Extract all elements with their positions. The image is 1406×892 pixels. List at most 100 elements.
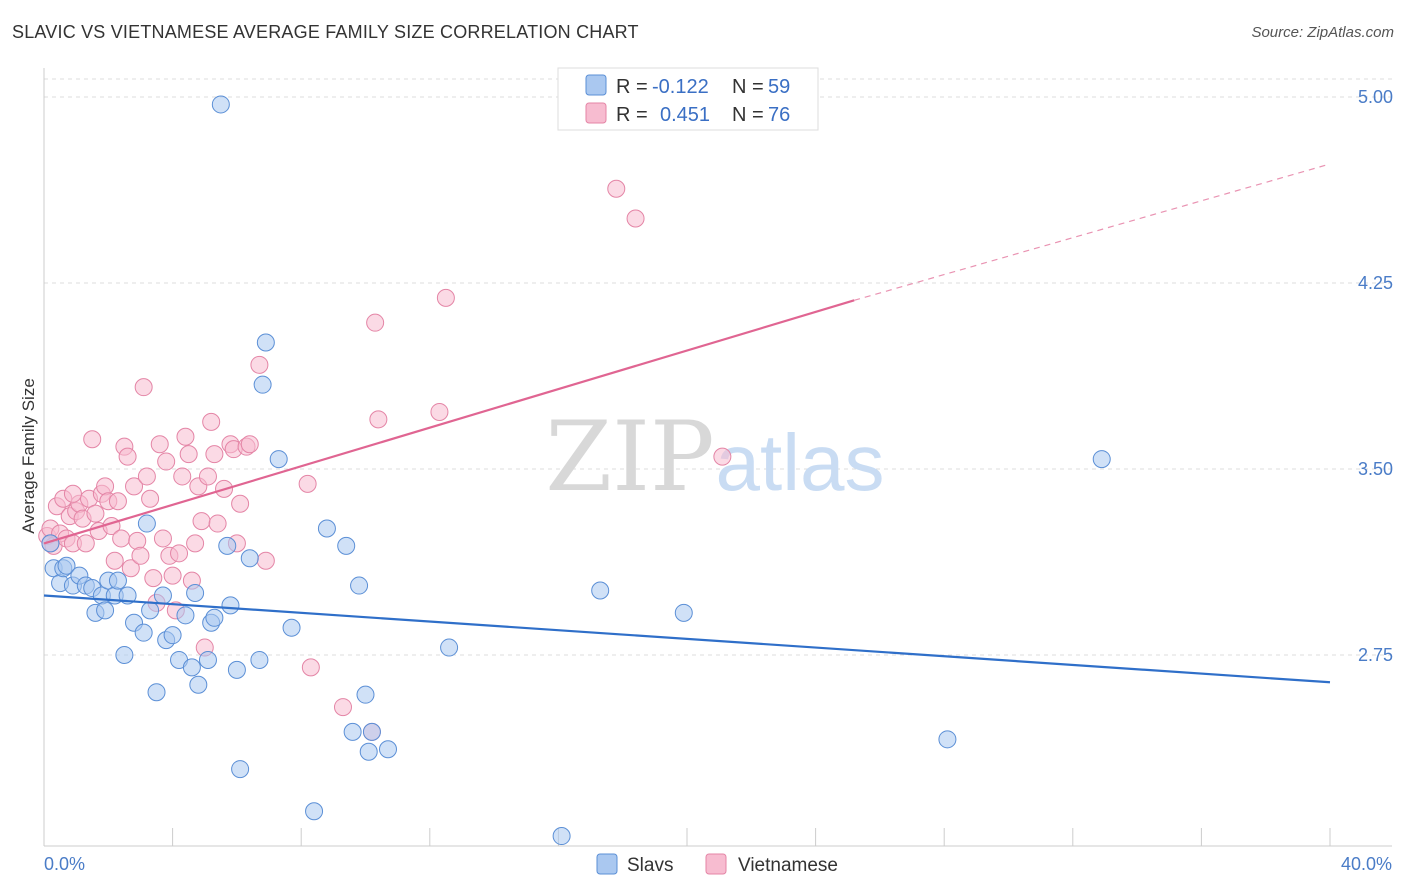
slavs-point-35 xyxy=(222,597,239,614)
slavs-point-56 xyxy=(675,604,692,621)
legend-n-value-vietnamese: 76 xyxy=(768,104,790,126)
slavs-point-57 xyxy=(939,731,956,748)
slavs-point-34 xyxy=(219,537,236,554)
slavs-point-47 xyxy=(344,723,361,740)
bottom-legend-swatch-vietnamese xyxy=(706,854,726,874)
slavs-point-53 xyxy=(441,639,458,656)
vietnamese-trend-extension xyxy=(854,164,1330,300)
vietnamese-point-52 xyxy=(206,446,223,463)
bottom-legend-label-vietnamese: Vietnamese xyxy=(738,855,838,876)
vietnamese-point-48 xyxy=(193,513,210,530)
legend-swatch-vietnamese xyxy=(586,103,606,123)
y-tick-label-2: 4.25 xyxy=(1358,273,1393,293)
slavs-point-29 xyxy=(190,676,207,693)
series-legend: Slavs Vietnamese xyxy=(597,854,838,876)
x-tick-label-min: 0.0% xyxy=(44,854,85,874)
vietnamese-point-30 xyxy=(135,379,152,396)
slavs-point-18 xyxy=(135,624,152,641)
watermark-zip: ZIP xyxy=(545,401,714,513)
slavs-point-55 xyxy=(592,582,609,599)
vietnamese-point-58 xyxy=(232,495,249,512)
vietnamese-point-31 xyxy=(138,468,155,485)
legend-n-label-slavs: N = xyxy=(732,76,764,98)
vietnamese-point-43 xyxy=(177,428,194,445)
y-tick-label-1: 3.50 xyxy=(1358,459,1393,479)
vietnamese-point-64 xyxy=(302,659,319,676)
legend-r-label-vietnamese: R = xyxy=(616,104,648,126)
slavs-point-15 xyxy=(116,647,133,664)
y-axis-label: Average Family Size xyxy=(19,378,38,534)
vietnamese-point-71 xyxy=(608,180,625,197)
vietnamese-point-42 xyxy=(174,468,191,485)
slavs-point-52 xyxy=(380,741,397,758)
y-tick-labels: 2.75 3.50 4.25 5.00 xyxy=(1358,87,1393,665)
slavs-point-46 xyxy=(338,537,355,554)
vietnamese-point-28 xyxy=(129,532,146,549)
vietnamese-point-72 xyxy=(627,210,644,227)
slavs-point-38 xyxy=(241,550,258,567)
vietnamese-point-75 xyxy=(64,485,81,502)
slavs-point-51 xyxy=(363,723,380,740)
x-tick-label-max: 40.0% xyxy=(1341,854,1392,874)
vietnamese-point-36 xyxy=(154,530,171,547)
vietnamese-point-21 xyxy=(106,552,123,569)
vietnamese-point-63 xyxy=(299,475,316,492)
slavs-point-20 xyxy=(142,602,159,619)
slavs-point-26 xyxy=(177,607,194,624)
slavs-point-44 xyxy=(306,803,323,820)
vietnamese-point-39 xyxy=(164,567,181,584)
correlation-legend: R = -0.122 N = 59 R = 0.451 N = 76 xyxy=(558,68,818,130)
legend-swatch-slavs xyxy=(586,75,606,95)
slavs-point-22 xyxy=(154,587,171,604)
vietnamese-point-44 xyxy=(180,446,197,463)
slavs-point-19 xyxy=(138,515,155,532)
legend-n-value-slavs: 59 xyxy=(768,76,790,98)
slavs-point-11 xyxy=(97,602,114,619)
vietnamese-point-23 xyxy=(113,530,130,547)
vietnamese-point-12 xyxy=(77,535,94,552)
y-tick-label-3: 5.00 xyxy=(1358,87,1393,107)
slavs-point-41 xyxy=(257,334,274,351)
slavs-point-49 xyxy=(357,686,374,703)
x-tick-marks xyxy=(44,828,1330,846)
slavs-point-54 xyxy=(553,828,570,845)
vietnamese-point-61 xyxy=(251,356,268,373)
slavs-point-45 xyxy=(318,520,335,537)
legend-n-label-vietnamese: N = xyxy=(732,104,764,126)
vietnamese-point-60 xyxy=(241,436,258,453)
slavs-point-28 xyxy=(187,585,204,602)
vietnamese-point-25 xyxy=(119,448,136,465)
vietnamese-point-18 xyxy=(97,478,114,495)
slavs-point-27 xyxy=(183,659,200,676)
vietnamese-point-35 xyxy=(151,436,168,453)
legend-r-value-slavs: -0.122 xyxy=(652,76,709,98)
y-tick-label-0: 2.75 xyxy=(1358,645,1393,665)
vietnamese-point-22 xyxy=(109,493,126,510)
vietnamese-point-46 xyxy=(187,535,204,552)
vietnamese-point-29 xyxy=(132,547,149,564)
vietnamese-point-65 xyxy=(334,699,351,716)
vietnamese-point-70 xyxy=(437,289,454,306)
slavs-point-43 xyxy=(283,619,300,636)
vietnamese-point-33 xyxy=(145,570,162,587)
slavs-point-39 xyxy=(251,651,268,668)
slavs-point-33 xyxy=(212,96,229,113)
vietnamese-point-15 xyxy=(87,505,104,522)
vietnamese-point-50 xyxy=(199,468,216,485)
slavs-point-42 xyxy=(270,451,287,468)
scatter-chart: ZIP atlas 2.75 3.50 4.25 5.00 0.0% 40.0% Av… xyxy=(0,0,1406,892)
vietnamese-point-37 xyxy=(158,453,175,470)
slavs-point-50 xyxy=(360,743,377,760)
vietnamese-point-41 xyxy=(171,545,188,562)
slavs-point-14 xyxy=(109,572,126,589)
vietnamese-point-68 xyxy=(370,411,387,428)
slavs-point-32 xyxy=(206,609,223,626)
vietnamese-point-67 xyxy=(367,314,384,331)
vietnamese-point-53 xyxy=(209,515,226,532)
bottom-legend-label-slavs: Slavs xyxy=(627,855,673,876)
vietnamese-point-14 xyxy=(84,431,101,448)
slavs-point-21 xyxy=(148,684,165,701)
slavs-point-40 xyxy=(254,376,271,393)
gridlines xyxy=(44,79,1392,655)
watermark-atlas: atlas xyxy=(716,418,885,507)
